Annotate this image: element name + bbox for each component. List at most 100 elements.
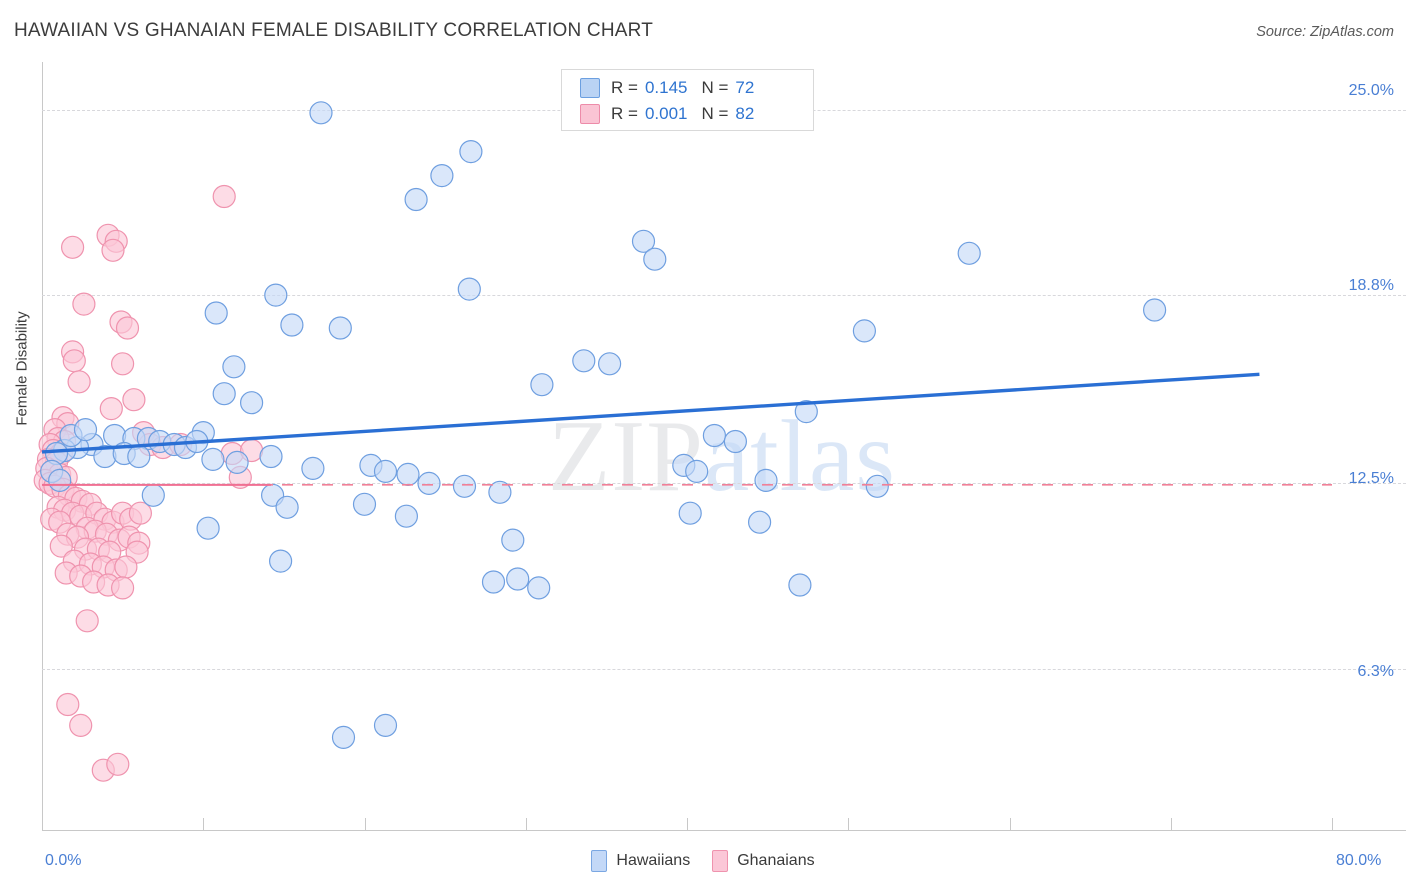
data-point bbox=[685, 459, 709, 483]
data-point bbox=[128, 501, 152, 525]
data-point bbox=[631, 229, 656, 253]
data-point bbox=[225, 450, 249, 474]
data-point bbox=[222, 355, 246, 379]
data-point bbox=[404, 187, 428, 212]
data-point bbox=[754, 468, 778, 492]
data-point bbox=[60, 235, 85, 259]
data-point bbox=[1142, 298, 1167, 322]
x-axis-tick bbox=[1009, 818, 1011, 831]
data-point bbox=[56, 692, 80, 717]
x-axis-tick bbox=[203, 818, 205, 831]
data-point bbox=[67, 370, 91, 394]
legend-row-ghanaians: R = 0.001 N = 82 bbox=[580, 101, 754, 127]
correlation-legend: R = 0.145 N = 72 R = 0.001 N = 82 bbox=[561, 69, 814, 131]
legend-row-hawaiians: R = 0.145 N = 72 bbox=[580, 75, 754, 101]
data-point bbox=[201, 447, 225, 471]
x-axis-tick bbox=[42, 818, 43, 831]
data-point bbox=[747, 510, 772, 534]
data-point bbox=[106, 752, 130, 776]
legend-item-ghanaians[interactable]: Ghanaians bbox=[712, 850, 815, 872]
data-point bbox=[643, 247, 667, 271]
data-point bbox=[69, 713, 93, 738]
data-point bbox=[196, 516, 220, 540]
data-point bbox=[459, 140, 483, 164]
data-point bbox=[373, 713, 398, 738]
source-label: Source: ZipAtlas.com bbox=[1256, 24, 1394, 40]
data-point bbox=[331, 725, 356, 750]
data-point bbox=[48, 468, 72, 492]
x-axis-tick bbox=[848, 818, 850, 831]
x-axis-line bbox=[42, 830, 1406, 831]
data-point bbox=[678, 501, 702, 525]
data-point bbox=[240, 391, 264, 415]
legend-color-ghanaians bbox=[712, 850, 729, 872]
data-point bbox=[530, 373, 554, 397]
data-point bbox=[301, 456, 325, 480]
x-tick-label-min: 0.0% bbox=[45, 852, 82, 869]
data-point bbox=[506, 567, 530, 591]
data-point bbox=[394, 504, 418, 528]
data-point bbox=[417, 471, 441, 495]
legend-n-value-ghanaians: 82 bbox=[735, 104, 755, 123]
legend-r-value-hawaiians: 0.145 bbox=[644, 78, 688, 97]
data-point bbox=[275, 495, 299, 519]
data-point bbox=[101, 238, 125, 262]
data-point bbox=[212, 184, 236, 209]
x-axis-tick bbox=[525, 818, 527, 831]
legend-label-ghanaians: Ghanaians bbox=[737, 852, 815, 869]
x-axis-tick bbox=[364, 818, 366, 831]
x-axis-tick bbox=[1170, 818, 1172, 831]
data-point bbox=[481, 570, 506, 594]
legend-r-value-ghanaians: 0.001 bbox=[644, 104, 688, 123]
legend-item-hawaiians[interactable]: Hawaiians bbox=[591, 850, 690, 872]
gridline-y bbox=[42, 668, 1406, 670]
data-point bbox=[328, 316, 352, 340]
data-point bbox=[352, 492, 377, 516]
data-point bbox=[204, 301, 228, 325]
legend-n-key-hawaiians: N = bbox=[701, 78, 729, 97]
x-tick-label-max: 80.0% bbox=[1336, 852, 1382, 869]
data-point bbox=[702, 423, 727, 448]
gridline-y bbox=[42, 295, 1406, 297]
trendline-hawaiians bbox=[41, 372, 1260, 454]
data-point bbox=[788, 573, 812, 597]
x-axis-tick bbox=[687, 818, 688, 831]
data-point bbox=[309, 101, 333, 125]
y-tick-label-6-3: 6.3% bbox=[1357, 663, 1394, 680]
y-tick-label-18-8: 18.8% bbox=[1348, 277, 1394, 294]
data-point bbox=[597, 352, 622, 376]
data-point bbox=[259, 444, 283, 469]
data-point bbox=[122, 388, 146, 412]
data-point bbox=[99, 397, 123, 421]
data-point bbox=[572, 349, 596, 373]
y-tick-label-25: 25.0% bbox=[1348, 82, 1394, 99]
x-axis-tick bbox=[1332, 818, 1333, 831]
page-title: HAWAIIAN VS GHANAIAN FEMALE DISABILITY C… bbox=[14, 20, 654, 41]
legend-swatch-ghanaians bbox=[580, 104, 600, 124]
data-point bbox=[452, 474, 477, 498]
data-point bbox=[280, 313, 304, 337]
data-point bbox=[49, 534, 73, 558]
legend-color-hawaiians bbox=[591, 850, 608, 872]
data-point bbox=[865, 474, 889, 498]
legend-r-key-ghanaians: R = bbox=[611, 104, 638, 123]
data-point bbox=[264, 283, 288, 307]
data-point bbox=[957, 241, 981, 265]
data-point bbox=[127, 444, 151, 469]
data-point bbox=[62, 349, 86, 373]
data-point bbox=[269, 549, 293, 573]
data-point bbox=[141, 483, 165, 507]
data-point bbox=[110, 576, 135, 600]
data-point bbox=[527, 576, 551, 600]
trendlines bbox=[41, 372, 1332, 486]
data-point bbox=[72, 292, 96, 316]
legend-n-value-hawaiians: 72 bbox=[735, 78, 755, 97]
data-point bbox=[115, 316, 140, 340]
data-point bbox=[852, 319, 877, 343]
data-point bbox=[501, 528, 525, 552]
data-point bbox=[430, 164, 454, 188]
legend-swatch-hawaiians bbox=[580, 78, 600, 98]
legend-r-key-hawaiians: R = bbox=[611, 78, 638, 97]
